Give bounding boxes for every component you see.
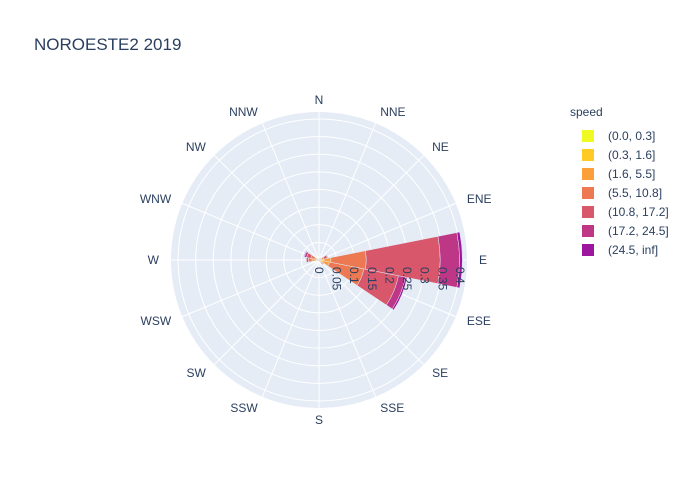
direction-label-s: S (315, 413, 323, 427)
radial-tick-label: 0.25 (400, 267, 414, 291)
bar-ne-5[interactable] (320, 257, 322, 259)
legend-swatch (582, 130, 594, 142)
radial-tick-label: 0.35 (435, 267, 449, 291)
direction-label-nw: NW (186, 140, 207, 154)
legend-swatch (582, 149, 594, 161)
angular-gridline (213, 259, 320, 366)
legend-item[interactable]: (1.6, 5.5] (582, 167, 655, 181)
legend-title: speed (570, 105, 603, 119)
angular-gridline (182, 259, 320, 318)
radial-tick-label: 0.1 (347, 267, 361, 284)
angular-gridline (318, 259, 377, 397)
direction-label-nne: NNE (380, 105, 405, 119)
series-7 (303, 231, 463, 311)
radial-tick-label: 0.4 (453, 267, 467, 284)
legend-swatch (582, 225, 594, 237)
angular-gridline (318, 202, 456, 261)
legend[interactable]: speed (0.0, 0.3] (0.3, 1.6] (1.6, 5.5] (5.5,… (570, 105, 669, 257)
bar-ese-7[interactable] (391, 276, 408, 311)
angular-gridline (261, 259, 320, 397)
direction-label-ne: NE (432, 140, 449, 154)
direction-label-e: E (479, 253, 487, 267)
bar-wsw-4[interactable] (316, 259, 319, 262)
radial-tick-label: 0.05 (330, 267, 344, 291)
direction-label-ese: ESE (467, 314, 491, 328)
direction-label-nnw: NNW (229, 105, 258, 119)
direction-label-n: N (315, 93, 324, 107)
radial-tick-label: 0.2 (382, 267, 396, 284)
radial-tick-label: 0 (312, 267, 326, 274)
chart-title: NOROESTE2 2019 (34, 35, 181, 54)
bar-sse-4[interactable] (318, 260, 321, 263)
direction-label-ene: ENE (467, 192, 492, 206)
legend-swatch (582, 206, 594, 218)
direction-label-sse: SSE (380, 401, 404, 415)
legend-swatch (582, 244, 594, 256)
angular-gridline (318, 259, 425, 366)
radial-tick-label: 0.15 (365, 267, 379, 291)
angular-gridline (182, 202, 320, 261)
legend-item[interactable]: (0.3, 1.6] (582, 148, 655, 162)
legend-label: (1.6, 5.5] (608, 167, 655, 181)
direction-label-ssw: SSW (230, 401, 258, 415)
bar-e-7[interactable] (456, 231, 463, 289)
bar-ene-6[interactable] (325, 254, 329, 259)
legend-swatch (582, 168, 594, 180)
direction-label-sw: SW (187, 366, 207, 380)
bar-nw-4[interactable] (317, 258, 319, 260)
bar-w-6[interactable] (305, 257, 307, 263)
angular-gridline (318, 154, 425, 261)
direction-label-wsw: WSW (141, 314, 172, 328)
direction-label-w: W (148, 253, 160, 267)
angular-gridline (318, 123, 377, 261)
bar-se-5[interactable] (321, 262, 325, 266)
series-6 (304, 232, 460, 310)
series-5 (306, 236, 441, 306)
legend-item[interactable]: (17.2, 24.5] (582, 224, 669, 238)
legend-label: (5.5, 10.8] (608, 186, 662, 200)
legend-item[interactable]: (24.5, inf] (582, 243, 658, 257)
direction-label-wnw: WNW (140, 192, 172, 206)
legend-item[interactable]: (10.8, 17.2] (582, 205, 669, 219)
legend-swatch (582, 187, 594, 199)
direction-label-se: SE (432, 366, 448, 380)
legend-label: (17.2, 24.5] (608, 224, 669, 238)
angular-gridline (261, 123, 320, 261)
radial-tick-label: 0.3 (418, 267, 432, 284)
polar-area: 0 0.05 0.1 0.15 0.2 0.25 0.3 0.35 0.4 N NNE NE ENE E E… (140, 93, 492, 427)
legend-item[interactable]: (5.5, 10.8] (582, 186, 662, 200)
legend-label: (0.3, 1.6] (608, 148, 655, 162)
angular-gridline (213, 154, 320, 261)
legend-label: (10.8, 17.2] (608, 205, 669, 219)
bar-wnw-7[interactable] (303, 251, 308, 258)
legend-label: (0.0, 0.3] (608, 129, 655, 143)
legend-label: (24.5, inf] (608, 243, 658, 257)
legend-item[interactable]: (0.0, 0.3] (582, 129, 655, 143)
